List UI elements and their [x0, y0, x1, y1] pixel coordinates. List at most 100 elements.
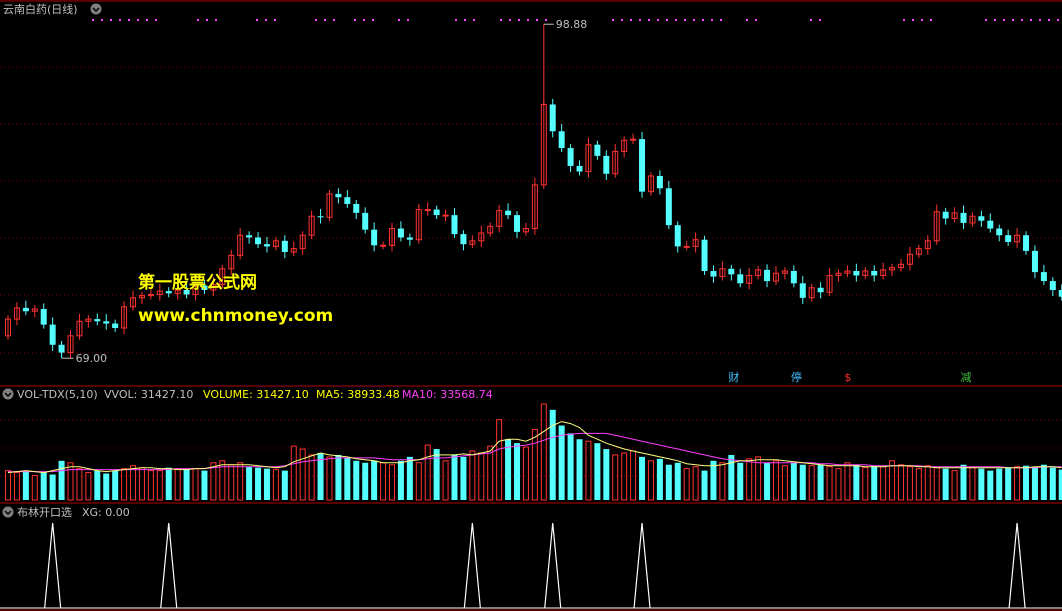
volume-bar [281, 470, 288, 500]
candle-body [585, 144, 592, 173]
candle-body [228, 254, 235, 270]
volume-bar [915, 468, 922, 501]
volume-bar [130, 465, 137, 501]
candle-body [692, 239, 699, 247]
grid-lines [0, 66, 1062, 477]
volume-collapse-icon[interactable] [2, 388, 14, 400]
volume-bar [871, 465, 878, 500]
volume-bar [585, 440, 592, 501]
candle-body [290, 248, 297, 253]
volume-bar [496, 419, 503, 501]
volume-bar [701, 470, 708, 500]
signal-dot [527, 19, 529, 21]
volume-bar [237, 462, 244, 501]
signal-dots [92, 19, 1059, 21]
volume-bar [201, 470, 208, 500]
candle-body [996, 228, 1003, 236]
volume-bar [228, 464, 235, 501]
volume-bar [576, 439, 583, 500]
ma10-line [8, 432, 1062, 473]
volume-bar [335, 454, 342, 500]
volume-bar [630, 450, 637, 501]
volume-bar [5, 470, 11, 501]
candle-body [701, 239, 708, 271]
candle-body [58, 344, 65, 353]
signal-dot [128, 19, 130, 21]
signal-dot [648, 19, 650, 21]
signal-dot [101, 19, 103, 21]
volume-bar [567, 433, 574, 500]
signal-dot [509, 19, 511, 21]
candle-body [942, 211, 949, 219]
signal-collapse-icon[interactable] [2, 506, 14, 518]
volume-bar [406, 456, 413, 500]
candle-body [603, 155, 610, 174]
signal-dot [536, 19, 538, 21]
volume-bar [514, 443, 521, 500]
watermark-line2: www.chnmoney.com [138, 306, 333, 326]
signal-dot [500, 19, 502, 21]
signal-dot [612, 19, 614, 21]
candle-body [1023, 235, 1030, 251]
volume-bar [380, 462, 387, 501]
volume-bar [103, 473, 110, 500]
signal-dot [684, 19, 686, 21]
signal-dot [912, 19, 914, 21]
signal-dot [746, 19, 748, 21]
volume-bar [764, 462, 771, 500]
volume-bar [1031, 466, 1038, 500]
candle-body [165, 291, 172, 294]
candle-body [246, 235, 253, 238]
candle-body [969, 215, 976, 224]
candle-body [665, 188, 672, 226]
candle-body [192, 285, 199, 295]
volume-bar [603, 449, 610, 500]
candle-body [558, 131, 565, 149]
volume-bar [960, 464, 967, 500]
candle-body [915, 248, 922, 255]
main-collapse-icon[interactable] [90, 3, 102, 15]
volume-bar [817, 464, 824, 500]
signal-dot [274, 19, 276, 21]
volume-bar [442, 460, 449, 501]
volume-bar [540, 403, 547, 501]
volume-bar [246, 466, 253, 500]
candle-body [326, 193, 333, 218]
candle-body [514, 215, 521, 232]
signal-dot [333, 19, 335, 21]
candle-body [335, 193, 342, 198]
event-marker: 停 [791, 370, 802, 384]
signal-dot [693, 19, 695, 21]
signal-dot [315, 19, 317, 21]
volume-bar [31, 475, 38, 501]
volume-bar [969, 467, 976, 501]
volume-bar [790, 462, 797, 500]
candle-body [844, 270, 851, 274]
candle-body [237, 234, 244, 256]
signal-dot [464, 19, 466, 21]
volume-bar [728, 454, 735, 500]
volume-bar [415, 462, 422, 501]
candle-body [147, 293, 154, 297]
candle-body [1040, 272, 1047, 282]
volume-bar [862, 467, 869, 501]
signal-dot [256, 19, 258, 21]
signal-dot [657, 19, 659, 21]
volume-bar [308, 454, 315, 501]
volume-bar [147, 470, 154, 501]
candle-body [281, 240, 288, 252]
candle-body [1058, 290, 1062, 297]
signal-dot [1048, 19, 1050, 21]
signal-dot [146, 19, 148, 21]
candle-body [549, 104, 556, 132]
volume-bar [799, 464, 806, 500]
signal-dot [675, 19, 677, 21]
candle-body [951, 212, 958, 219]
candle-body [451, 215, 458, 235]
volume-bar [219, 460, 226, 501]
candle-body [1049, 281, 1056, 290]
low-label: 69.00 [76, 352, 108, 365]
event-marker: 财 [728, 370, 739, 384]
volume-bar [549, 409, 556, 500]
